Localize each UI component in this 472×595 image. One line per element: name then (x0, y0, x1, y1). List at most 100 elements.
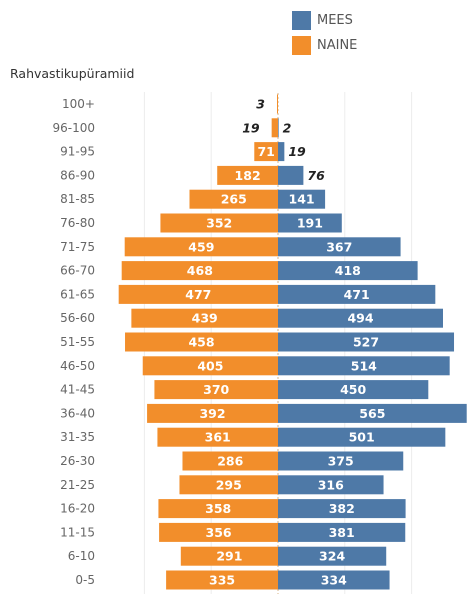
bar-mees (278, 165, 304, 185)
tick-label: 6-10 (68, 549, 95, 563)
data-label-mees: 367 (326, 239, 352, 254)
data-label-naine: 3 (256, 97, 265, 112)
bar-naine (121, 261, 278, 281)
tick-label: 51-55 (60, 335, 95, 349)
data-label-mees: 141 (289, 192, 315, 207)
tick-label: 91-95 (60, 145, 95, 159)
tick-label: 21-25 (60, 478, 95, 492)
bar-naine (180, 546, 278, 566)
data-label-mees: 514 (351, 358, 377, 373)
bar-mees (278, 380, 429, 400)
tick-label: 26-30 (60, 454, 95, 468)
data-label-naine: 19 (242, 120, 260, 135)
data-label-mees: 191 (297, 216, 323, 231)
data-label-mees: 501 (349, 430, 375, 445)
data-label-mees: 382 (329, 501, 355, 516)
tick-label: 86-90 (60, 168, 95, 182)
bar-naine (182, 451, 278, 471)
tick-label: 36-40 (60, 406, 95, 420)
bar-naine (160, 213, 278, 233)
data-label-mees: 324 (319, 549, 345, 564)
legend-item-mees[interactable]: MEES (292, 8, 357, 33)
legend-item-naine[interactable]: NAINE (292, 33, 357, 58)
data-label-naine: 356 (206, 525, 232, 540)
tick-label: 81-85 (60, 192, 95, 206)
data-label-mees: 450 (340, 382, 366, 397)
bar-mees (278, 237, 401, 257)
bar-mees (278, 451, 404, 471)
bar-naine (254, 142, 278, 162)
bar-naine (179, 475, 278, 495)
bar-mees (278, 356, 450, 376)
bar-naine (189, 189, 278, 209)
data-label-naine: 361 (205, 430, 231, 445)
data-label-naine: 468 (187, 263, 213, 278)
data-label-naine: 477 (185, 287, 211, 302)
data-label-naine: 439 (192, 311, 218, 326)
data-label-naine: 71 (257, 144, 274, 159)
data-label-naine: 335 (209, 573, 235, 588)
data-label-naine: 405 (197, 358, 223, 373)
tick-label: 56-60 (60, 311, 95, 325)
data-label-mees: 527 (353, 335, 379, 350)
data-label-mees: 19 (288, 144, 306, 159)
data-label-naine: 265 (221, 192, 247, 207)
data-label-mees: 316 (318, 477, 344, 492)
tick-label: 0-5 (75, 573, 95, 587)
bar-naine (147, 403, 278, 423)
tick-label: 16-20 (60, 502, 95, 516)
bar-naine (142, 356, 278, 376)
bar-mees (278, 546, 387, 566)
chart-title: Rahvastikupüramiid (10, 66, 135, 81)
data-label-naine: 392 (199, 406, 225, 421)
data-label-mees: 494 (347, 311, 373, 326)
bar-naine (125, 332, 278, 352)
data-label-mees: 375 (328, 454, 354, 469)
bar-naine (166, 570, 278, 590)
bar-naine (217, 165, 278, 185)
legend-swatch-naine (292, 36, 311, 55)
bar-naine (157, 427, 278, 447)
bar-mees (278, 213, 342, 233)
bar-naine (159, 522, 278, 542)
bar-mees (278, 332, 455, 352)
data-label-mees: 2 (283, 120, 292, 135)
tick-label: 61-65 (60, 287, 95, 301)
data-label-mees: 471 (344, 287, 370, 302)
bar-naine (118, 284, 278, 304)
bar-mees (278, 475, 384, 495)
tick-label: 71-75 (60, 240, 95, 254)
data-label-naine: 291 (216, 549, 242, 564)
legend-label-mees: MEES (317, 13, 353, 28)
data-label-naine: 286 (217, 454, 243, 469)
data-label-naine: 358 (205, 501, 231, 516)
bar-naine (271, 118, 278, 138)
bar-mees (278, 570, 390, 590)
data-label-mees: 334 (321, 573, 347, 588)
data-label-mees: 418 (335, 263, 361, 278)
bar-naine (158, 499, 278, 519)
tick-label: 46-50 (60, 359, 95, 373)
tick-label: 96-100 (52, 121, 95, 135)
data-label-mees: 381 (329, 525, 355, 540)
data-label-naine: 370 (203, 382, 229, 397)
tick-label: 41-45 (60, 383, 95, 397)
tick-label: 100+ (62, 97, 95, 111)
bar-mees (278, 403, 467, 423)
bar-naine (131, 308, 278, 328)
data-label-naine: 459 (188, 239, 214, 254)
data-label-mees: 76 (307, 168, 325, 183)
bar-naine (124, 237, 278, 257)
data-label-naine: 295 (216, 477, 242, 492)
bar-mees (278, 308, 443, 328)
bar-mees (278, 142, 285, 162)
legend: MEES NAINE (292, 8, 357, 58)
data-label-naine: 458 (188, 335, 214, 350)
data-label-naine: 352 (206, 216, 232, 231)
data-label-mees: 565 (359, 406, 385, 421)
tick-label: 11-15 (60, 525, 95, 539)
data-label-naine: 182 (235, 168, 261, 183)
tick-label: 66-70 (60, 264, 95, 278)
tick-label: 76-80 (60, 216, 95, 230)
